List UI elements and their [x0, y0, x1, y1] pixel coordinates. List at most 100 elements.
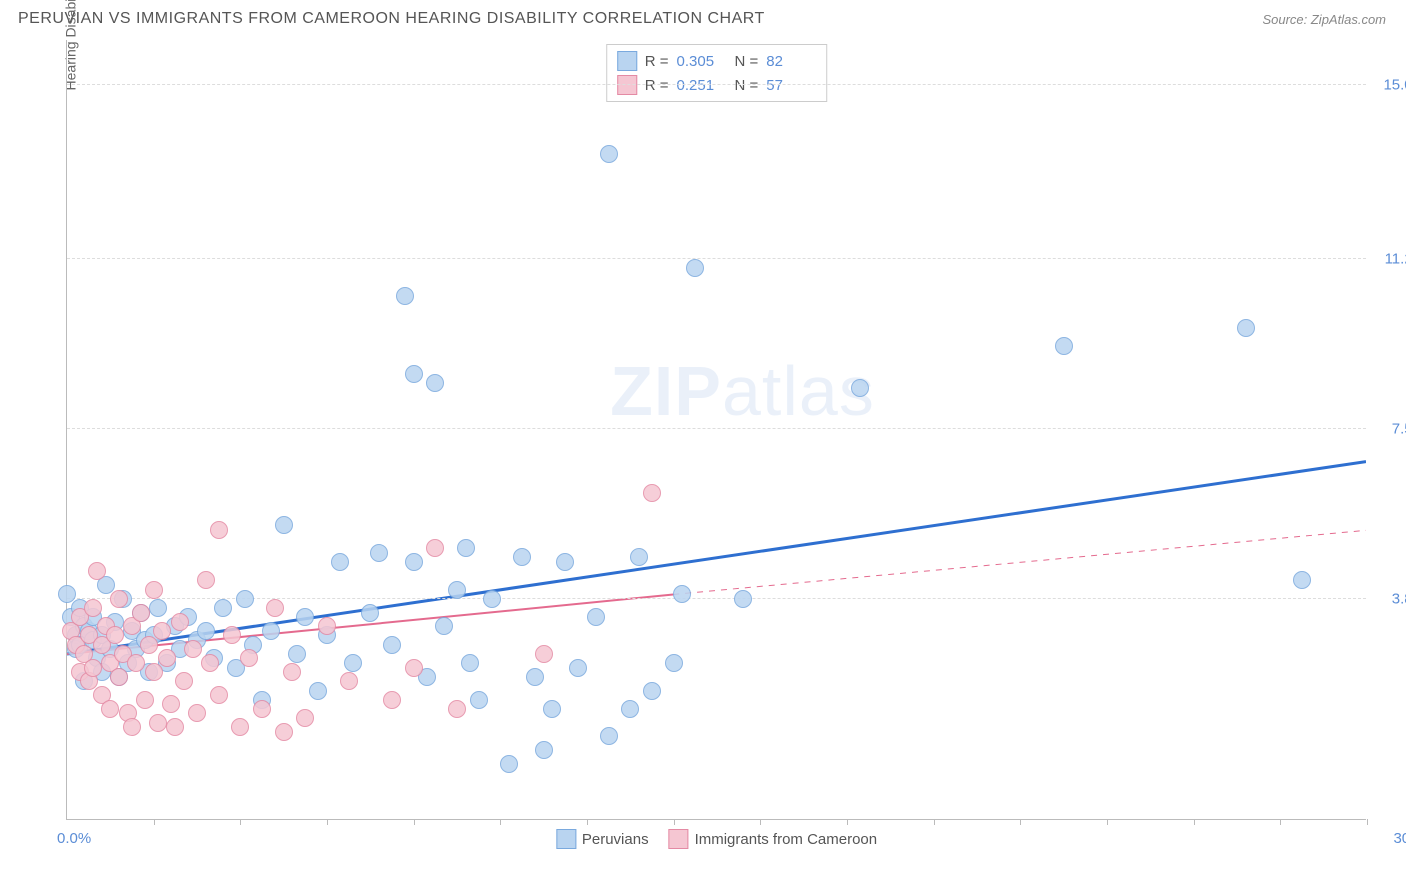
data-point [370, 544, 388, 562]
data-point [457, 539, 475, 557]
data-point [600, 145, 618, 163]
x-tick [1020, 819, 1021, 825]
data-point [88, 562, 106, 580]
data-point [231, 718, 249, 736]
y-tick-label: 11.2% [1371, 251, 1406, 268]
data-point [110, 668, 128, 686]
data-point [448, 700, 466, 718]
stats-row: R =0.251N =57 [617, 73, 817, 97]
x-tick [1367, 819, 1368, 825]
data-point [543, 700, 561, 718]
gridline [67, 428, 1366, 429]
y-tick-label: 15.0% [1371, 76, 1406, 93]
data-point [587, 608, 605, 626]
swatch-icon [669, 829, 689, 849]
data-point [106, 626, 124, 644]
stat-n-value: 57 [766, 77, 816, 94]
gridline [67, 84, 1366, 85]
y-tick-label: 7.5% [1371, 421, 1406, 438]
data-point [435, 617, 453, 635]
x-tick [934, 819, 935, 825]
chart-header: PERUVIAN VS IMMIGRANTS FROM CAMEROON HEA… [0, 0, 1406, 36]
data-point [340, 672, 358, 690]
data-point [175, 672, 193, 690]
data-point [123, 718, 141, 736]
data-point [236, 590, 254, 608]
data-point [426, 539, 444, 557]
data-point [526, 668, 544, 686]
data-point [84, 599, 102, 617]
x-tick [674, 819, 675, 825]
legend-item: Peruvians [556, 829, 649, 849]
data-point [851, 379, 869, 397]
data-point [673, 585, 691, 603]
data-point [500, 755, 518, 773]
data-point [318, 617, 336, 635]
data-point [214, 599, 232, 617]
stat-r-label: R = [645, 77, 669, 94]
stats-row: R =0.305N =82 [617, 49, 817, 73]
x-tick [500, 819, 501, 825]
data-point [197, 571, 215, 589]
data-point [145, 663, 163, 681]
data-point [153, 622, 171, 640]
chart-source: Source: ZipAtlas.com [1262, 12, 1386, 27]
data-point [600, 727, 618, 745]
plot-region: ZIPatlas R =0.305N =82R =0.251N =57 0.0%… [66, 40, 1366, 820]
x-tick [760, 819, 761, 825]
data-point [84, 659, 102, 677]
data-point [383, 691, 401, 709]
data-point [535, 645, 553, 663]
legend-label: Peruvians [582, 831, 649, 848]
data-point [296, 709, 314, 727]
data-point [240, 649, 258, 667]
data-point [201, 654, 219, 672]
data-point [513, 548, 531, 566]
data-point [110, 590, 128, 608]
data-point [288, 645, 306, 663]
swatch-icon [556, 829, 576, 849]
chart-title: PERUVIAN VS IMMIGRANTS FROM CAMEROON HEA… [18, 10, 765, 28]
data-point [405, 365, 423, 383]
stat-n-value: 82 [766, 53, 816, 70]
stat-r-value: 0.305 [677, 53, 727, 70]
data-point [405, 553, 423, 571]
data-point [162, 695, 180, 713]
x-tick [154, 819, 155, 825]
legend-item: Immigrants from Cameroon [669, 829, 878, 849]
data-point [210, 686, 228, 704]
data-point [127, 654, 145, 672]
data-point [101, 700, 119, 718]
gridline [67, 258, 1366, 259]
data-point [686, 259, 704, 277]
data-point [383, 636, 401, 654]
legend-label: Immigrants from Cameroon [695, 831, 878, 848]
data-point [149, 714, 167, 732]
data-point [197, 622, 215, 640]
data-point [470, 691, 488, 709]
data-point [171, 613, 189, 631]
data-point [132, 604, 150, 622]
data-point [309, 682, 327, 700]
data-point [569, 659, 587, 677]
stat-n-label: N = [735, 77, 759, 94]
data-point [461, 654, 479, 672]
data-point [535, 741, 553, 759]
x-tick [414, 819, 415, 825]
data-point [556, 553, 574, 571]
x-max-label: 30.0% [1393, 830, 1406, 847]
data-point [643, 682, 661, 700]
y-tick-label: 3.8% [1371, 590, 1406, 607]
data-point [166, 718, 184, 736]
data-point [136, 691, 154, 709]
data-point [149, 599, 167, 617]
data-point [1293, 571, 1311, 589]
watermark: ZIPatlas [610, 351, 875, 431]
data-point [734, 590, 752, 608]
data-point [448, 581, 466, 599]
series-legend: Peruvians Immigrants from Cameroon [556, 829, 877, 849]
x-min-label: 0.0% [57, 830, 91, 847]
data-point [210, 521, 228, 539]
data-point [665, 654, 683, 672]
data-point [158, 649, 176, 667]
